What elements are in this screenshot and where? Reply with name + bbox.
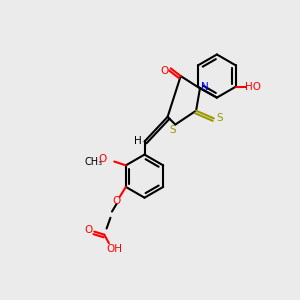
Text: OH: OH [106,244,122,254]
Text: H: H [134,136,142,146]
Text: N: N [201,82,208,92]
Text: CH₃: CH₃ [84,157,103,166]
Text: HO: HO [244,82,260,92]
Text: O: O [112,196,121,206]
Text: S: S [217,113,223,123]
Text: O: O [160,66,169,76]
Text: O: O [99,154,107,164]
Text: S: S [170,125,176,135]
Text: O: O [84,225,92,235]
